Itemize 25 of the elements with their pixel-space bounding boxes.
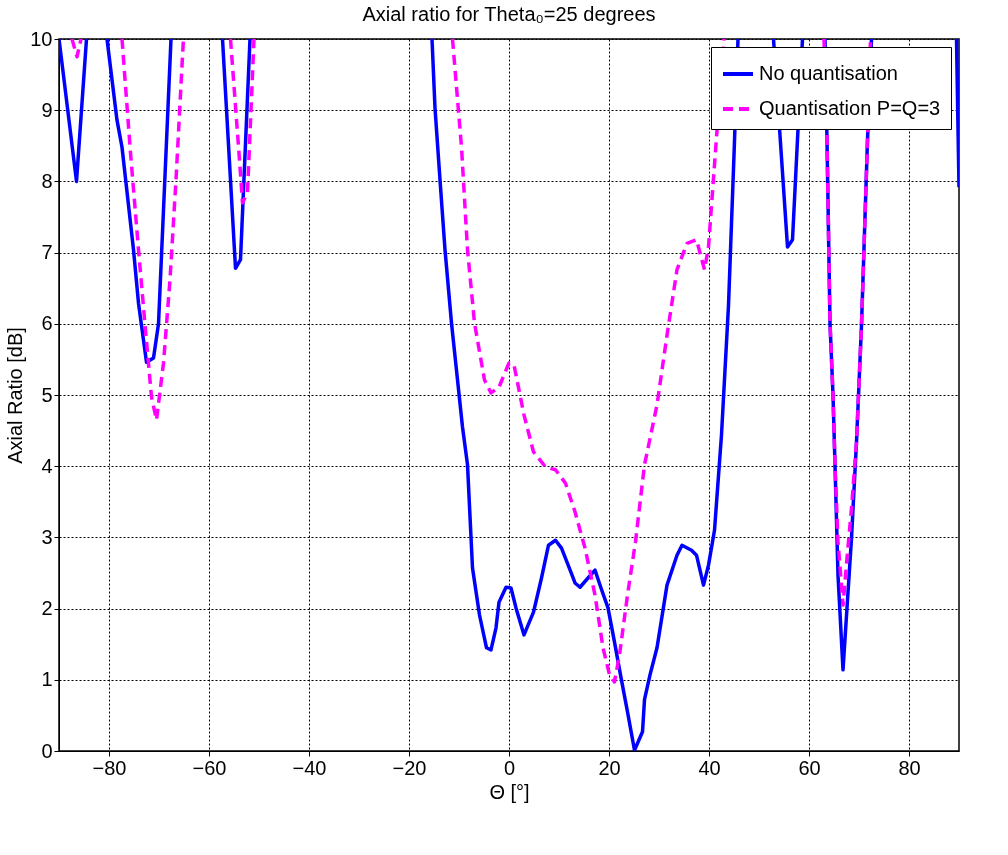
x-tick-label: −60: [192, 756, 227, 779]
y-tick-label: 5: [41, 383, 53, 406]
x-tick-label: 60: [798, 756, 821, 779]
legend-label: No quantisation: [759, 62, 898, 84]
y-tick-label: 1: [41, 668, 53, 691]
legend-label: Quantisation P=Q=3: [759, 97, 941, 119]
x-tick-label: −20: [392, 756, 427, 779]
x-tick-label: 80: [898, 756, 921, 779]
x-tick-label: 40: [698, 756, 721, 779]
y-axis-title: Axial Ratio [dB]: [4, 327, 27, 464]
chart-title: Axial ratio for Theta₀=25 degrees: [362, 3, 656, 25]
y-tick-label: 8: [41, 169, 53, 192]
y-tick-label: 3: [41, 525, 53, 548]
y-tick-label: 2: [41, 597, 53, 620]
y-tick-label: 0: [41, 739, 53, 762]
y-tick-label: 9: [41, 98, 53, 121]
x-tick-label: −40: [292, 756, 327, 779]
y-tick-label: 6: [41, 312, 53, 335]
x-tick-label: 20: [598, 756, 621, 779]
x-axis-title: Θ [°]: [489, 780, 530, 803]
x-tick-label: 0: [503, 756, 516, 779]
y-tick-label: 10: [30, 27, 53, 50]
x-tick-label: −80: [92, 756, 127, 779]
y-tick-label: 7: [41, 241, 53, 264]
y-tick-label: 4: [41, 454, 53, 477]
